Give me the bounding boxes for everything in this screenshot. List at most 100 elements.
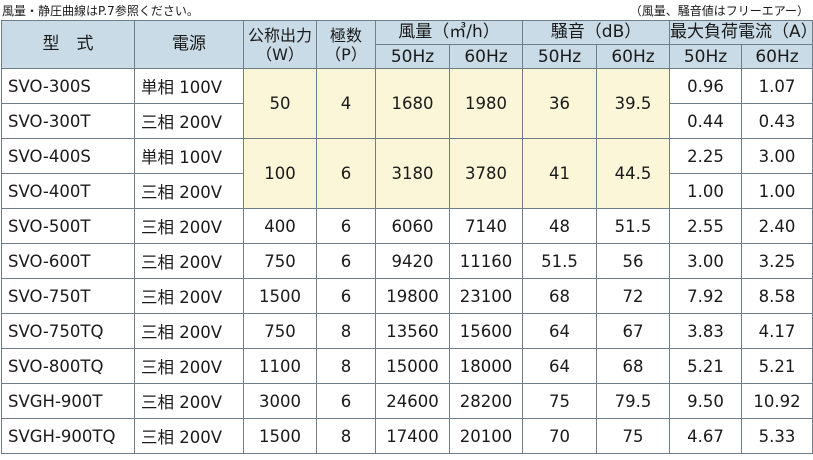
model-cell: SVO-600T xyxy=(1,243,135,279)
power-cell: 単相 100V xyxy=(134,138,244,174)
header-model: 型 式 xyxy=(1,20,135,69)
current-60hz-cell: 2.40 xyxy=(741,208,813,244)
output-cell: 50 xyxy=(243,68,317,139)
noise-60hz-cell: 68 xyxy=(596,348,671,384)
airflow-50hz-cell: 17400 xyxy=(375,418,450,454)
power-cell: 三相 200V xyxy=(134,418,244,454)
current-60hz-cell: 5.21 xyxy=(741,348,813,384)
current-60hz-cell: 4.17 xyxy=(741,313,813,349)
header-poles-unit: （P） xyxy=(325,44,367,64)
airflow-50hz-cell: 24600 xyxy=(375,383,450,419)
current-50hz-cell: 5.21 xyxy=(669,348,743,384)
table-row: SVO-800TQ 三相 200V 1100 8 15000 18000 64 … xyxy=(1,348,813,384)
airflow-50hz-cell: 1680 xyxy=(375,68,450,139)
header-output-label: 公称出力 xyxy=(247,25,312,45)
poles-cell: 6 xyxy=(316,243,376,279)
power-cell: 三相 200V xyxy=(134,278,244,314)
airflow-60hz-cell: 18000 xyxy=(448,348,524,384)
current-50hz-cell: 7.92 xyxy=(669,278,743,314)
noise-60hz-cell: 44.5 xyxy=(596,138,671,209)
model-cell: SVO-750T xyxy=(1,278,135,314)
output-cell: 100 xyxy=(243,138,317,209)
model-cell: SVO-300T xyxy=(1,103,135,139)
airflow-60hz-cell: 23100 xyxy=(448,278,524,314)
header-poles-label: 極数 xyxy=(329,25,362,45)
output-cell: 750 xyxy=(243,243,317,279)
header-output-unit: （W） xyxy=(256,44,304,64)
model-cell: SVO-500T xyxy=(1,208,135,244)
poles-cell: 6 xyxy=(316,383,376,419)
header-airflow-60hz: 60Hz xyxy=(448,44,524,69)
noise-50hz-cell: 75 xyxy=(522,383,598,419)
poles-cell: 4 xyxy=(316,68,376,139)
noise-50hz-cell: 64 xyxy=(522,348,598,384)
current-60hz-cell: 8.58 xyxy=(741,278,813,314)
model-cell: SVGH-900TQ xyxy=(1,418,135,454)
model-cell: SVO-400T xyxy=(1,173,135,209)
current-60hz-cell: 0.43 xyxy=(741,103,813,139)
noise-60hz-cell: 79.5 xyxy=(596,383,671,419)
airflow-60hz-cell: 3780 xyxy=(448,138,524,209)
current-60hz-cell: 1.00 xyxy=(741,173,813,209)
airflow-50hz-cell: 9420 xyxy=(375,243,450,279)
output-cell: 400 xyxy=(243,208,317,244)
power-cell: 三相 200V xyxy=(134,173,244,209)
output-cell: 750 xyxy=(243,313,317,349)
header-noise: 騒音（dB） xyxy=(522,20,671,45)
airflow-60hz-cell: 7140 xyxy=(448,208,524,244)
current-60hz-cell: 1.07 xyxy=(741,68,813,104)
curve-reference-note: 風量・静圧曲線はP.7参照ください。 xyxy=(2,4,199,18)
airflow-50hz-cell: 3180 xyxy=(375,138,450,209)
notes-bar: 風量・静圧曲線はP.7参照ください。 （風量、騒音値はフリーエアー） xyxy=(0,0,813,20)
header-noise-60hz: 60Hz xyxy=(596,44,671,69)
noise-50hz-cell: 51.5 xyxy=(522,243,598,279)
output-cell: 3000 xyxy=(243,383,317,419)
output-cell: 1100 xyxy=(243,348,317,384)
airflow-50hz-cell: 15000 xyxy=(375,348,450,384)
header-current-50hz: 50Hz xyxy=(669,44,743,69)
table-row: SVGH-900T 三相 200V 3000 6 24600 28200 75 … xyxy=(1,383,813,419)
model-cell: SVGH-900T xyxy=(1,383,135,419)
model-cell: SVO-800TQ xyxy=(1,348,135,384)
header-airflow: 風量（㎥/h） xyxy=(374,20,524,45)
model-cell: SVO-400S xyxy=(1,138,135,174)
spec-table: 型 式 電源 公称出力 （W） 極数 （P） 風量（㎥/h） 騒音（dB） 最大… xyxy=(1,20,813,454)
current-60hz-cell: 3.25 xyxy=(741,243,813,279)
noise-50hz-cell: 48 xyxy=(522,208,598,244)
power-cell: 三相 200V xyxy=(134,348,244,384)
current-60hz-cell: 3.00 xyxy=(741,138,813,174)
airflow-50hz-cell: 6060 xyxy=(375,208,450,244)
header-airflow-50hz: 50Hz xyxy=(375,44,450,69)
table-row: SVO-400S 単相 100V 100 6 3180 3780 41 44.5… xyxy=(1,138,813,209)
header-current-60hz: 60Hz xyxy=(741,44,813,69)
header-poles: 極数 （P） xyxy=(316,20,376,69)
airflow-50hz-cell: 13560 xyxy=(375,313,450,349)
model-cell: SVO-300S xyxy=(1,68,135,104)
model-cell: SVO-750TQ xyxy=(1,313,135,349)
table-row: SVO-600T 三相 200V 750 6 9420 11160 51.5 5… xyxy=(1,243,813,279)
table-row: SVO-500T 三相 200V 400 6 6060 7140 48 51.5… xyxy=(1,208,813,244)
current-60hz-cell: 5.33 xyxy=(741,418,813,454)
current-60hz-cell: 10.92 xyxy=(741,383,813,419)
airflow-60hz-cell: 20100 xyxy=(448,418,524,454)
current-50hz-cell: 2.55 xyxy=(669,208,743,244)
power-cell: 三相 200V xyxy=(134,103,244,139)
poles-cell: 8 xyxy=(316,348,376,384)
header-noise-50hz: 50Hz xyxy=(522,44,598,69)
noise-50hz-cell: 41 xyxy=(522,138,598,209)
airflow-60hz-cell: 11160 xyxy=(448,243,524,279)
noise-60hz-cell: 39.5 xyxy=(596,68,671,139)
current-50hz-cell: 3.00 xyxy=(669,243,743,279)
poles-cell: 6 xyxy=(316,138,376,209)
output-cell: 1500 xyxy=(243,278,317,314)
table-row: SVGH-900TQ 三相 200V 1500 8 17400 20100 70… xyxy=(1,418,813,454)
power-cell: 単相 100V xyxy=(134,68,244,104)
airflow-60hz-cell: 15600 xyxy=(448,313,524,349)
power-cell: 三相 200V xyxy=(134,383,244,419)
table-row: SVO-750T 三相 200V 1500 6 19800 23100 68 7… xyxy=(1,278,813,314)
table-row: SVO-300T 三相 200V 0.44 0.43 xyxy=(1,103,813,139)
table-row: SVO-300S 単相 100V 50 4 1680 1980 36 39.5 … xyxy=(1,68,813,139)
airflow-50hz-cell: 19800 xyxy=(375,278,450,314)
header-current: 最大負荷電流（A） xyxy=(669,20,813,45)
noise-50hz-cell: 70 xyxy=(522,418,598,454)
